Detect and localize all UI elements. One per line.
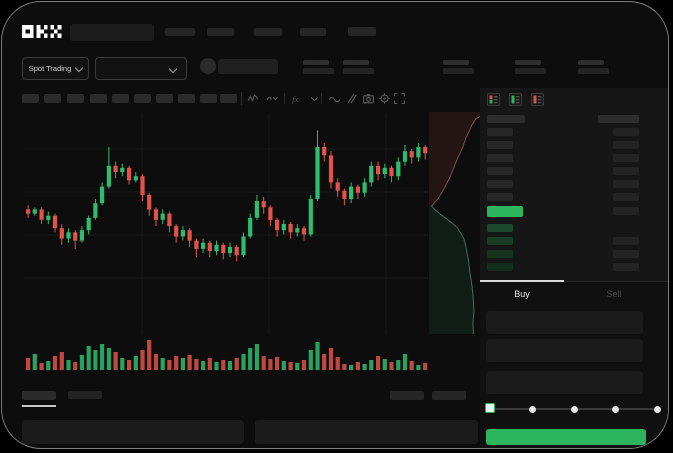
trade-form-panel [480,282,668,448]
timeframe-button[interactable] [90,94,107,103]
toolbar-divider [284,93,285,104]
ask-row-price[interactable] [487,167,513,175]
ticker-placeholder [70,24,154,41]
ask-row-amount [613,128,639,136]
stat-label-placeholder [443,60,469,65]
toolbar-divider [321,93,322,104]
fx-indicator-icon[interactable]: fx [291,92,304,105]
ask-row-price[interactable] [487,128,513,136]
timeframe-button[interactable] [112,94,129,103]
tab-buy[interactable]: Buy [514,289,530,299]
stat-label-placeholder [343,60,369,65]
ask-row-amount [613,167,639,175]
nav-item-placeholder[interactable] [300,28,326,36]
bid-row-amount [613,237,639,245]
timeframe-button[interactable] [200,94,217,103]
nav-item-placeholder[interactable] [254,28,282,36]
bid-row-price[interactable] [487,250,513,258]
bid-row-price[interactable] [487,237,513,245]
percent-slider[interactable] [485,402,661,416]
timeframe-button[interactable] [22,94,39,103]
ask-row-amount [613,180,639,188]
nav-item-placeholder[interactable] [207,28,234,36]
draw-icon[interactable] [345,92,358,105]
buy-submit-button[interactable] [486,429,646,445]
bid-row-price[interactable] [487,224,513,232]
indicator-wave-icon[interactable] [247,92,260,105]
candlestick-chart[interactable] [24,114,428,374]
bid-row-amount [613,263,639,271]
slider-stop[interactable] [653,405,661,413]
bottom-action-placeholder[interactable] [390,391,424,400]
ask-row-price[interactable] [487,141,513,149]
book-buys-only-icon[interactable] [509,93,522,106]
bid-row-price[interactable] [487,263,513,271]
stat-value-placeholder [443,68,474,74]
chevron-down-icon [75,63,84,73]
ask-row-amount [613,193,639,201]
ask-row-amount [613,207,639,215]
timeframe-button[interactable] [178,94,195,103]
settings-gear-icon[interactable] [378,92,391,105]
ask-row-amount [613,141,639,149]
stat-label-placeholder [303,60,329,65]
bottom-tab-underline [22,405,56,407]
stat-value-placeholder [578,68,609,74]
timeframe-button[interactable] [67,94,84,103]
market-type-dropdown[interactable]: Spot Trading [22,57,89,80]
nav-item-placeholder[interactable] [348,27,376,36]
line-style-icon[interactable] [328,92,341,105]
ob-header-amount [598,115,639,123]
stat-value-placeholder [343,68,374,74]
stat-value-placeholder [515,68,546,74]
interval-chevron-icon[interactable] [308,92,321,105]
timeframe-button[interactable] [134,94,151,103]
stat-value-placeholder [303,68,334,74]
order-book-rows [487,115,639,277]
camera-icon[interactable] [362,92,375,105]
stat-label-placeholder [578,60,604,65]
chevron-down-icon [168,64,178,74]
book-combined-icon[interactable] [487,93,500,106]
open-orders-panel [22,420,244,444]
ask-row-amount [613,154,639,162]
amount-input[interactable] [486,339,643,362]
slider-stop[interactable] [529,405,536,413]
chart-type-chevron-icon[interactable] [265,92,278,105]
okx-logo[interactable] [22,25,64,38]
bottom-tab[interactable] [68,391,102,399]
ask-row-price[interactable] [487,193,513,201]
last-price-pill[interactable] [487,206,523,217]
nav-item-placeholder[interactable] [165,28,195,36]
ask-row-price[interactable] [487,154,513,162]
slider-stop[interactable] [612,405,619,413]
ob-header-price [487,115,525,123]
price-input[interactable] [486,311,643,334]
bottom-action-placeholder[interactable] [432,391,466,400]
timeframe-button[interactable] [44,94,61,103]
order-history-panel [255,420,478,444]
bid-row-amount [613,250,639,258]
tab-sell[interactable]: Sell [606,289,622,299]
pair-dropdown[interactable] [95,57,187,80]
active-tab-underline [480,280,564,282]
bottom-tab-active[interactable] [22,391,56,400]
slider-stop[interactable] [570,405,578,413]
fullscreen-icon[interactable] [393,92,406,105]
timeframe-button[interactable] [156,94,173,103]
pair-name-placeholder [218,59,278,74]
stat-label-placeholder [515,60,541,65]
tab-divider [480,281,668,282]
market-type-label: Spot Trading [28,64,72,73]
svg-text:fx: fx [292,94,298,104]
coin-avatar [200,58,216,74]
ask-row-price[interactable] [487,180,513,188]
toolbar-divider [241,92,242,105]
book-sells-only-icon[interactable] [531,93,544,106]
slider-handle-active[interactable] [485,403,495,413]
depth-chart [429,112,480,334]
timeframe-button[interactable] [220,94,237,103]
total-input[interactable] [486,371,643,394]
